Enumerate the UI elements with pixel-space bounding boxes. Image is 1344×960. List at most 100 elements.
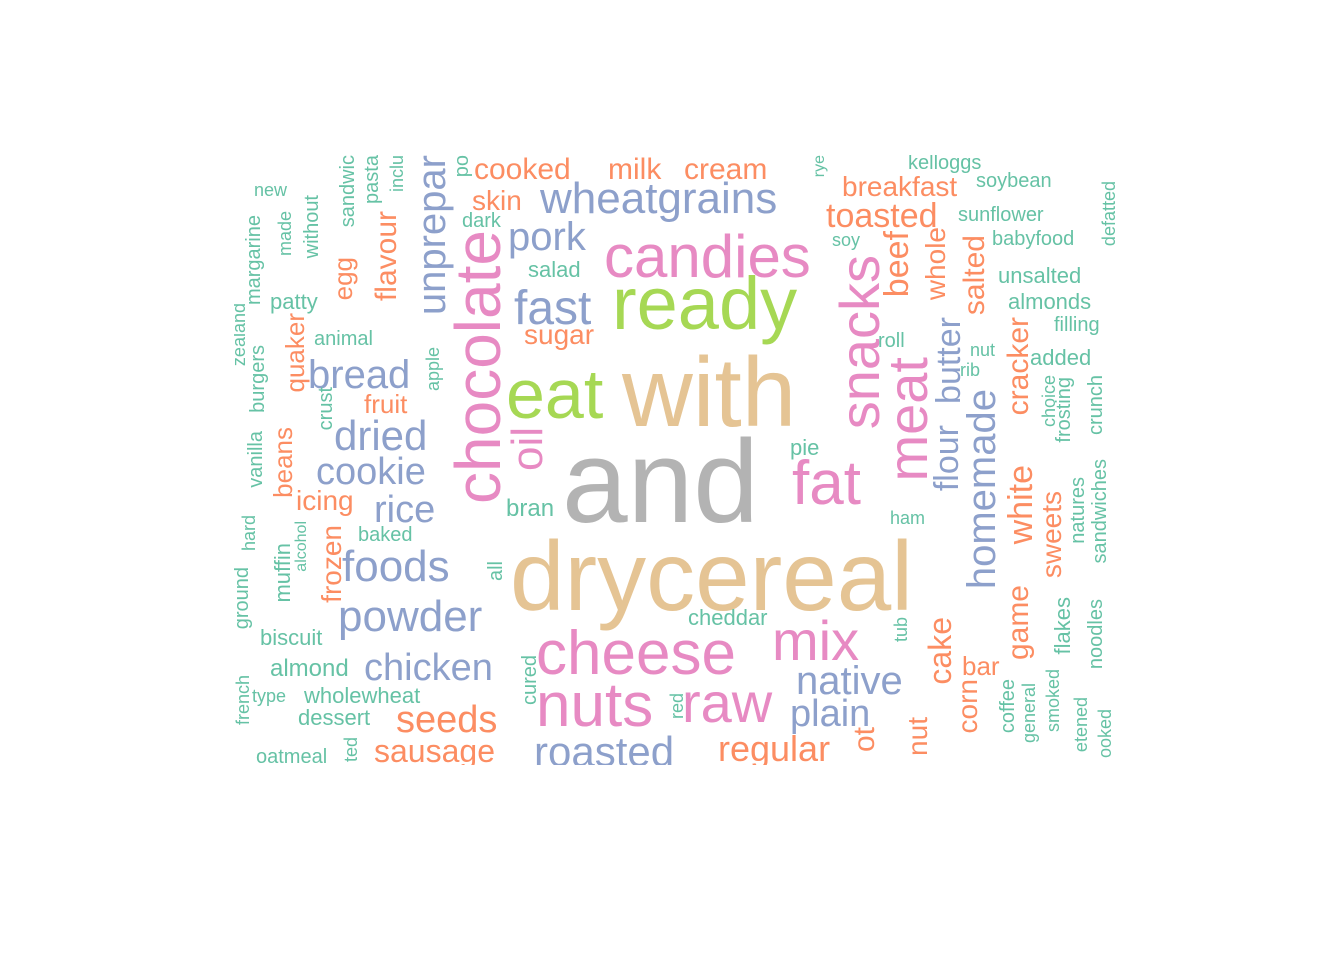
word-corn: corn (952, 679, 983, 734)
word-ham: ham (890, 508, 926, 528)
word-fat: fat (792, 449, 861, 518)
word-crunch: crunch (1085, 375, 1107, 436)
word-unprepar: unprepar (410, 155, 454, 316)
word-beans: beans (268, 427, 298, 498)
word-soy: soy (832, 230, 861, 250)
word-chocolate: chocolate (442, 230, 514, 504)
word-roasted: roasted (534, 728, 675, 766)
word-flakes: flakes (1050, 597, 1075, 655)
word-milk: milk (608, 155, 662, 186)
word-burgers: burgers (247, 345, 269, 413)
word-mix: mix (772, 609, 860, 672)
word-cloud-area: and drycereal with eat ready chocolate candies… (234, 155, 1116, 765)
word-bread: bread (308, 353, 411, 397)
word-noodles: noodles (1085, 599, 1107, 670)
word-beef: beef (878, 231, 916, 298)
word-wholewheat: wholewheat (304, 683, 421, 708)
word-new: new (254, 180, 288, 200)
word-coffee: coffee (997, 679, 1019, 734)
word-sandwic: sandwic (337, 155, 359, 228)
word-type: type (252, 686, 287, 706)
word-dark: dark (462, 210, 501, 232)
word-babyfood: babyfood (992, 228, 1075, 250)
word-foods: foods (342, 542, 450, 591)
word-cream: cream (684, 155, 768, 186)
word-cheese: cheese (536, 619, 736, 688)
word-po: po (451, 155, 473, 178)
word-cured: cured (519, 655, 541, 706)
word-ground: ground (234, 567, 253, 630)
word-salad: salad (528, 257, 581, 282)
word-margarine: margarine (243, 215, 265, 306)
word-candies: candies (604, 223, 811, 290)
word-rye: rye (811, 155, 828, 178)
word-unsalted: unsalted (998, 263, 1082, 288)
word-general: general (1019, 683, 1039, 744)
word-biscuit: biscuit (260, 625, 323, 650)
word-cake: cake (922, 617, 958, 685)
word-ooked: ooked (1095, 709, 1115, 759)
word-bar: bar (962, 651, 1000, 681)
word-tub: tub (891, 617, 911, 643)
word-baked: baked (358, 524, 413, 546)
word-rib: rib (960, 360, 981, 380)
word-oil: oil (503, 427, 552, 472)
word-dessert: dessert (298, 705, 371, 730)
word-nuts: nuts (536, 671, 654, 740)
word-raw: raw (682, 671, 773, 734)
word-made: made (275, 211, 295, 257)
word-salted: salted (958, 235, 991, 316)
word-sandwiches: sandwiches (1089, 459, 1111, 564)
word-fast: fast (514, 282, 592, 335)
word-breakfast: breakfast (842, 171, 958, 202)
word-inclu: inclu (387, 155, 407, 193)
word-sunflower: sunflower (958, 204, 1044, 226)
word-defatted: defatted (1099, 181, 1116, 247)
word-flour: flour (928, 425, 966, 492)
word-etened: etened (1071, 697, 1091, 753)
word-cooked: cooked (474, 155, 571, 186)
word-whole: whole (920, 227, 951, 301)
word-icing: icing (296, 485, 354, 516)
word-soybean: soybean (976, 170, 1052, 192)
word-cheddar: cheddar (688, 605, 768, 630)
word-egg: egg (328, 257, 358, 301)
word-smoked: smoked (1043, 669, 1063, 733)
word-powder: powder (338, 592, 483, 641)
word-nut: nut (902, 717, 933, 756)
word-apple: apple (423, 347, 443, 392)
word-ted: ted (341, 737, 361, 763)
word-rice: rice (374, 489, 436, 531)
word-muffin: muffin (270, 543, 295, 603)
word-nut: nut (970, 340, 996, 360)
word-ready: ready (612, 262, 798, 345)
word-crust: crust (315, 387, 337, 431)
word-chicken: chicken (364, 647, 493, 689)
word-plain: plain (790, 693, 871, 735)
word-skin: skin (472, 185, 522, 216)
word-sausage: sausage (374, 733, 495, 765)
word-native: native (796, 659, 903, 703)
word-homemade: homemade (960, 389, 1004, 590)
word-without: without (301, 195, 323, 259)
word-regular: regular (718, 728, 831, 766)
word-frozen: frozen (316, 525, 347, 603)
word-filling: filling (1054, 314, 1100, 336)
word-white: white (1002, 465, 1040, 545)
word-almonds: almonds (1008, 289, 1092, 314)
word-hard: hard (239, 515, 259, 552)
word-added: added (1030, 345, 1092, 370)
word-almond: almond (270, 655, 349, 682)
word-sweets: sweets (1036, 491, 1067, 579)
word-drycereal: drycereal (510, 521, 914, 631)
word-frosting: frosting (1053, 377, 1075, 443)
word-all: all (485, 561, 507, 582)
word-and: and (562, 416, 759, 548)
word-pasta: pasta (361, 155, 383, 204)
word-animal: animal (314, 328, 373, 350)
word-sugar: sugar (524, 319, 595, 350)
word-natures: natures (1067, 477, 1089, 544)
word-ot: ot (848, 727, 881, 753)
word-flavour: flavour (370, 211, 403, 302)
